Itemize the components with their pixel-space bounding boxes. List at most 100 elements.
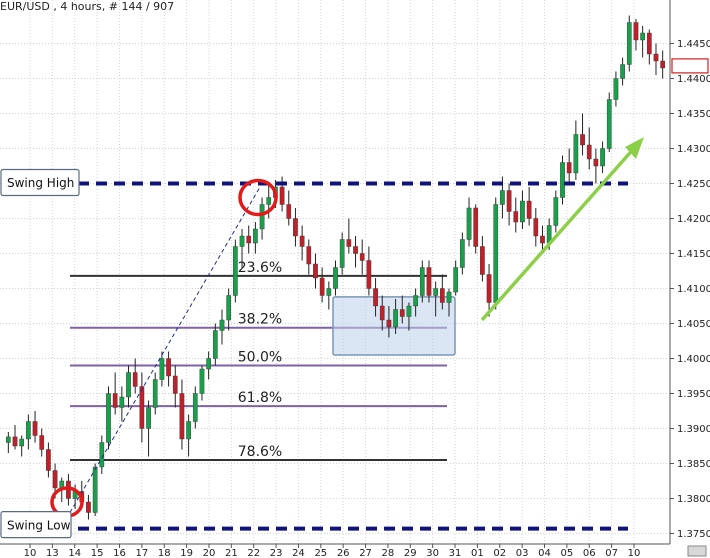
candle-body bbox=[146, 407, 151, 429]
candle-body bbox=[353, 246, 358, 254]
candle-body bbox=[246, 235, 252, 244]
candle-body bbox=[326, 288, 332, 296]
price-tick-label: 1.3950 bbox=[677, 389, 710, 400]
time-tick-label: 02 bbox=[493, 548, 506, 558]
candle-body bbox=[279, 186, 285, 205]
candle-body bbox=[460, 239, 465, 268]
candle-body bbox=[286, 204, 292, 219]
candle-body bbox=[12, 436, 18, 447]
candle-body bbox=[139, 386, 145, 429]
price-tick-label: 1.3850 bbox=[677, 459, 710, 470]
candle-body bbox=[646, 32, 652, 55]
candle-body bbox=[199, 368, 205, 394]
candle-body bbox=[152, 379, 158, 408]
time-tick-label: 16 bbox=[113, 548, 126, 558]
price-tick-label: 1.3750 bbox=[677, 529, 710, 540]
swing-high-circle bbox=[238, 178, 278, 217]
time-tick-label: 04 bbox=[538, 548, 551, 558]
candle-body bbox=[620, 64, 625, 79]
candle-body bbox=[86, 501, 91, 513]
candle-body bbox=[159, 358, 165, 380]
gridlines bbox=[0, 0, 670, 544]
fib-level-label: 38.2% bbox=[238, 312, 282, 328]
candle-body bbox=[112, 393, 118, 408]
time-tick-label: 19 bbox=[180, 548, 193, 558]
candle-body bbox=[560, 162, 565, 198]
candle-body bbox=[520, 200, 525, 223]
candle-body bbox=[533, 218, 539, 237]
candle-body bbox=[306, 246, 312, 265]
candle-body bbox=[39, 435, 45, 450]
price-tick-label: 1.4450 bbox=[677, 39, 710, 50]
candle-body bbox=[660, 60, 665, 69]
time-tick-label: 14 bbox=[68, 548, 81, 558]
candle-body bbox=[500, 190, 505, 205]
candle-body bbox=[219, 319, 225, 331]
candle-body bbox=[179, 393, 185, 440]
candle-body bbox=[453, 267, 459, 293]
price-tick-label: 1.4100 bbox=[677, 284, 710, 295]
price-tick-label: 1.4150 bbox=[677, 249, 710, 260]
candle-body bbox=[233, 246, 238, 296]
time-tick-label: 29 bbox=[404, 548, 417, 558]
candle-body bbox=[406, 305, 412, 317]
candle-body bbox=[253, 228, 258, 244]
swing-low-label-box bbox=[0, 511, 72, 539]
candle-body bbox=[379, 305, 385, 321]
candle-body bbox=[293, 218, 298, 237]
candle-body bbox=[593, 158, 599, 167]
candle-body bbox=[359, 253, 365, 261]
candle-body bbox=[333, 267, 338, 289]
price-tick-label: 1.4300 bbox=[677, 144, 710, 155]
time-tick-label: 18 bbox=[158, 548, 171, 558]
candle-body bbox=[92, 466, 98, 513]
candle-body bbox=[166, 358, 171, 377]
candle-body bbox=[259, 204, 265, 230]
candles bbox=[6, 15, 665, 520]
candle-body bbox=[446, 291, 452, 303]
candle-body bbox=[600, 148, 605, 167]
candle-body bbox=[19, 438, 25, 447]
candle-body bbox=[226, 295, 232, 321]
price-tick-label: 1.4350 bbox=[677, 109, 710, 120]
candle-body bbox=[480, 246, 485, 275]
price-tick-label: 1.4400 bbox=[677, 74, 710, 85]
time-tick-label: 10 bbox=[24, 548, 37, 558]
price-tick-label: 1.4200 bbox=[677, 214, 710, 225]
candle-body bbox=[473, 207, 479, 247]
candle-body bbox=[393, 309, 398, 328]
time-tick-label: 10 bbox=[628, 548, 641, 558]
scroll-widget bbox=[687, 545, 707, 557]
candle-body bbox=[266, 197, 272, 205]
candle-body bbox=[386, 319, 392, 328]
time-tick-label: 25 bbox=[314, 548, 327, 558]
candle-body bbox=[206, 358, 211, 370]
candle-body bbox=[506, 190, 512, 212]
price-tick-label: 1.4000 bbox=[677, 354, 710, 365]
candle-body bbox=[399, 309, 405, 317]
candle-body bbox=[6, 436, 11, 443]
candle-body bbox=[606, 99, 612, 149]
candle-body bbox=[513, 211, 519, 223]
time-tick-label: 20 bbox=[203, 548, 216, 558]
candle-body bbox=[339, 239, 345, 268]
candle-body bbox=[633, 22, 639, 41]
time-tick-label: 31 bbox=[449, 548, 462, 558]
swing-low-label: Swing Low bbox=[7, 519, 71, 533]
candle-body bbox=[373, 288, 378, 307]
time-tick-label: 05 bbox=[561, 548, 574, 558]
candle-body bbox=[439, 288, 445, 303]
candle-body bbox=[346, 239, 352, 247]
trend-arrow-line bbox=[480, 144, 638, 322]
candle-body bbox=[319, 277, 325, 296]
candle-body bbox=[426, 267, 432, 296]
candle-body bbox=[580, 134, 585, 146]
candle-body bbox=[566, 162, 572, 174]
candle-body bbox=[626, 22, 632, 65]
candle-body bbox=[640, 32, 645, 41]
candle-body bbox=[540, 235, 545, 244]
time-tick-label: 30 bbox=[426, 548, 439, 558]
candle-body bbox=[313, 263, 318, 279]
candle-body bbox=[26, 421, 31, 440]
